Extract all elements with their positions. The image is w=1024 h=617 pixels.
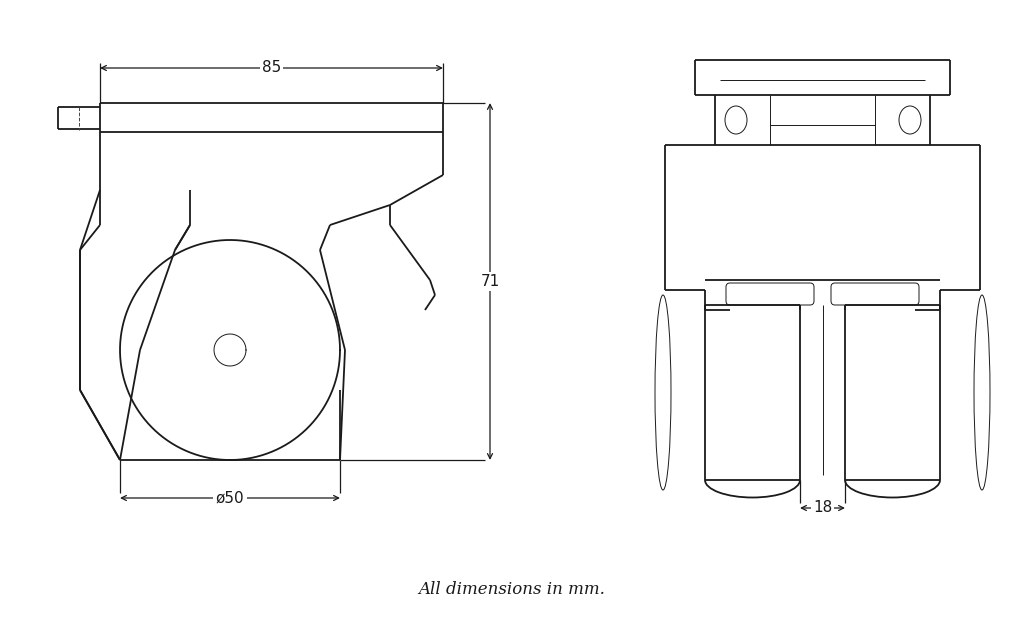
FancyBboxPatch shape <box>831 283 919 305</box>
Text: 85: 85 <box>262 60 282 75</box>
Text: 18: 18 <box>813 500 833 515</box>
Text: ø50: ø50 <box>216 491 245 505</box>
FancyBboxPatch shape <box>726 283 814 305</box>
Text: 71: 71 <box>480 274 500 289</box>
Text: All dimensions in mm.: All dimensions in mm. <box>419 581 605 598</box>
Ellipse shape <box>655 295 671 490</box>
Ellipse shape <box>974 295 990 490</box>
